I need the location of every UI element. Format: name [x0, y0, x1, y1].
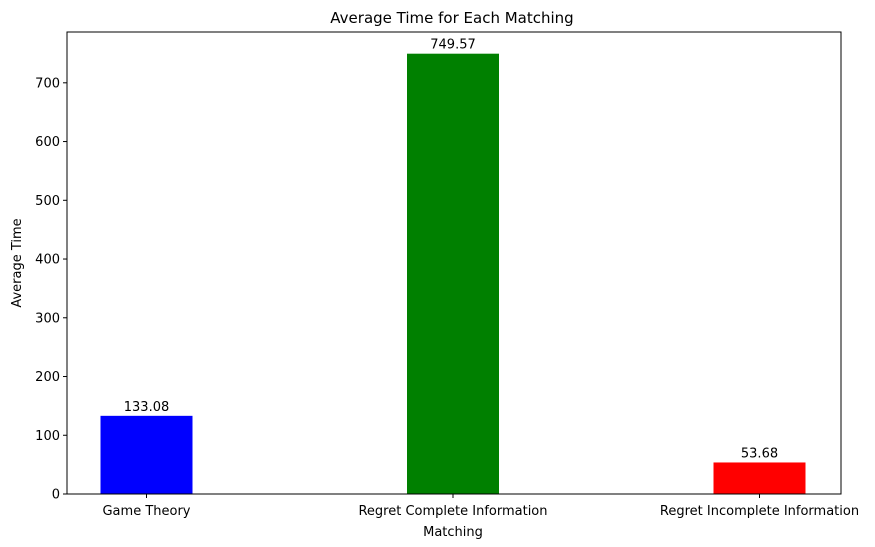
y-tick-label: 0: [52, 488, 60, 503]
y-tick-label: 300: [35, 311, 60, 326]
x-tick-label: Game Theory: [102, 504, 190, 519]
y-tick-label: 200: [35, 370, 60, 385]
y-axis-label: Average Time: [10, 218, 25, 307]
y-tick-label: 100: [35, 429, 60, 444]
bar-regret-incomplete-information: [713, 462, 806, 494]
data-label: 133.08: [124, 400, 170, 415]
x-tick-label: Regret Incomplete Information: [660, 504, 859, 519]
plot-frame: [66, 31, 842, 495]
chart-title: Average Time for Each Matching: [330, 9, 573, 27]
y-tick-label: 500: [35, 194, 60, 209]
bar-game-theory: [100, 415, 193, 494]
y-tick-label: 700: [35, 76, 60, 91]
x-tick-label: Regret Complete Information: [358, 504, 547, 519]
data-label: 749.57: [430, 38, 476, 53]
x-axis-label: Matching: [423, 525, 483, 540]
y-tick-label: 600: [35, 135, 60, 150]
y-tick-label: 400: [35, 253, 60, 268]
bar-regret-complete-information: [407, 53, 499, 494]
data-label: 53.68: [741, 446, 778, 461]
plot-area: 133.08 Game Theory 749.57 Regret Complete I…: [35, 31, 859, 519]
